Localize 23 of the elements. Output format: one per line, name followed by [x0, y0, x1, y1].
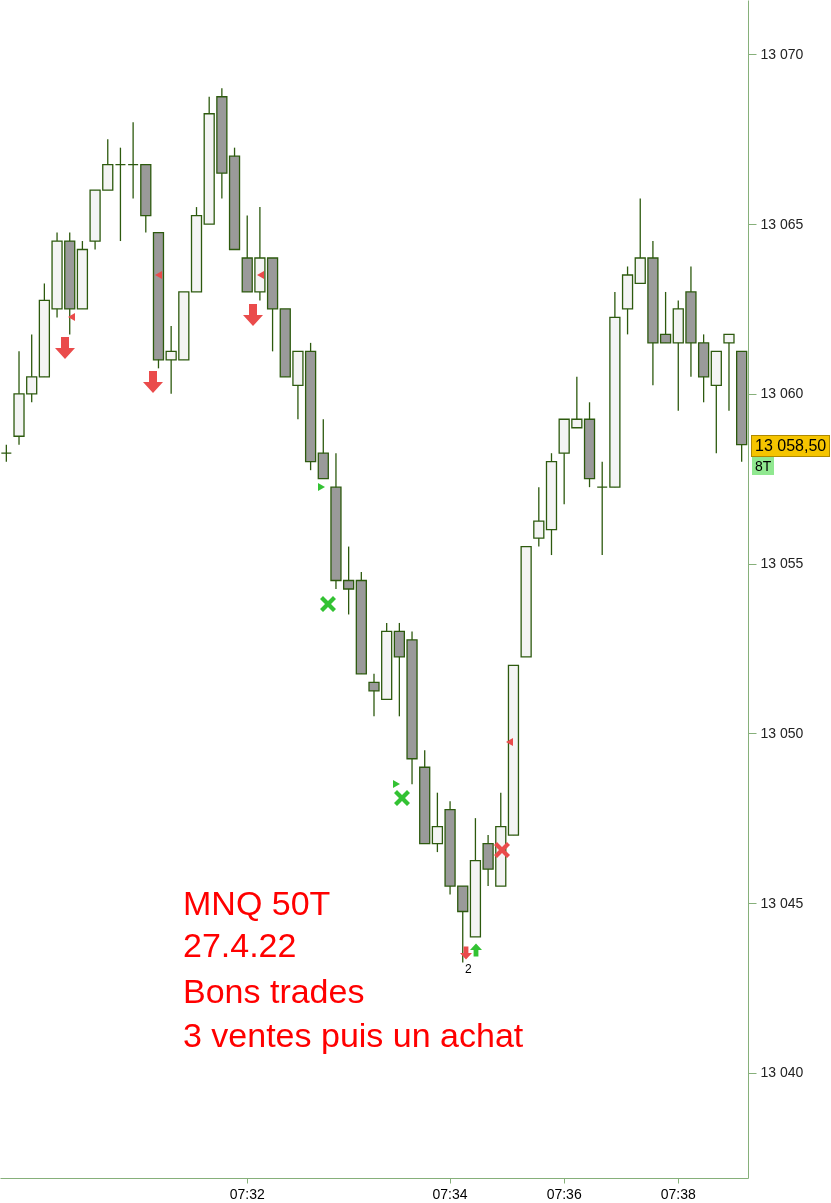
y-tick-label: 13 045	[760, 894, 804, 911]
y-tick-label: 13 060	[760, 385, 804, 402]
annotation: 27.4.22	[183, 926, 297, 965]
x-tick-label: 07:34	[432, 1185, 468, 1202]
y-tick-label: 13 040	[760, 1064, 804, 1081]
annotation: Bons trades	[183, 972, 365, 1011]
y-tick-label: 13 055	[760, 555, 804, 572]
candlestick	[533, 486, 545, 548]
x-tick-label: 07:32	[229, 1185, 265, 1202]
candlestick	[114, 147, 127, 242]
candlestick	[723, 333, 735, 412]
y-tick-label: 13 050	[760, 724, 804, 741]
text: 8T	[752, 457, 775, 475]
annotation: 3 ventes puis un achat	[183, 1016, 524, 1055]
text: 13 058,50	[751, 435, 831, 457]
x-tick-label: 07:36	[546, 1185, 582, 1202]
candlestick	[596, 461, 608, 556]
x-tick-label: 07:38	[660, 1185, 696, 1202]
candlestick	[127, 121, 139, 200]
y-tick-label: 13 070	[760, 45, 804, 62]
annotation: 2	[465, 962, 472, 976]
annotation: MNQ 50T	[183, 884, 331, 923]
y-tick-label: 13 065	[760, 215, 804, 232]
